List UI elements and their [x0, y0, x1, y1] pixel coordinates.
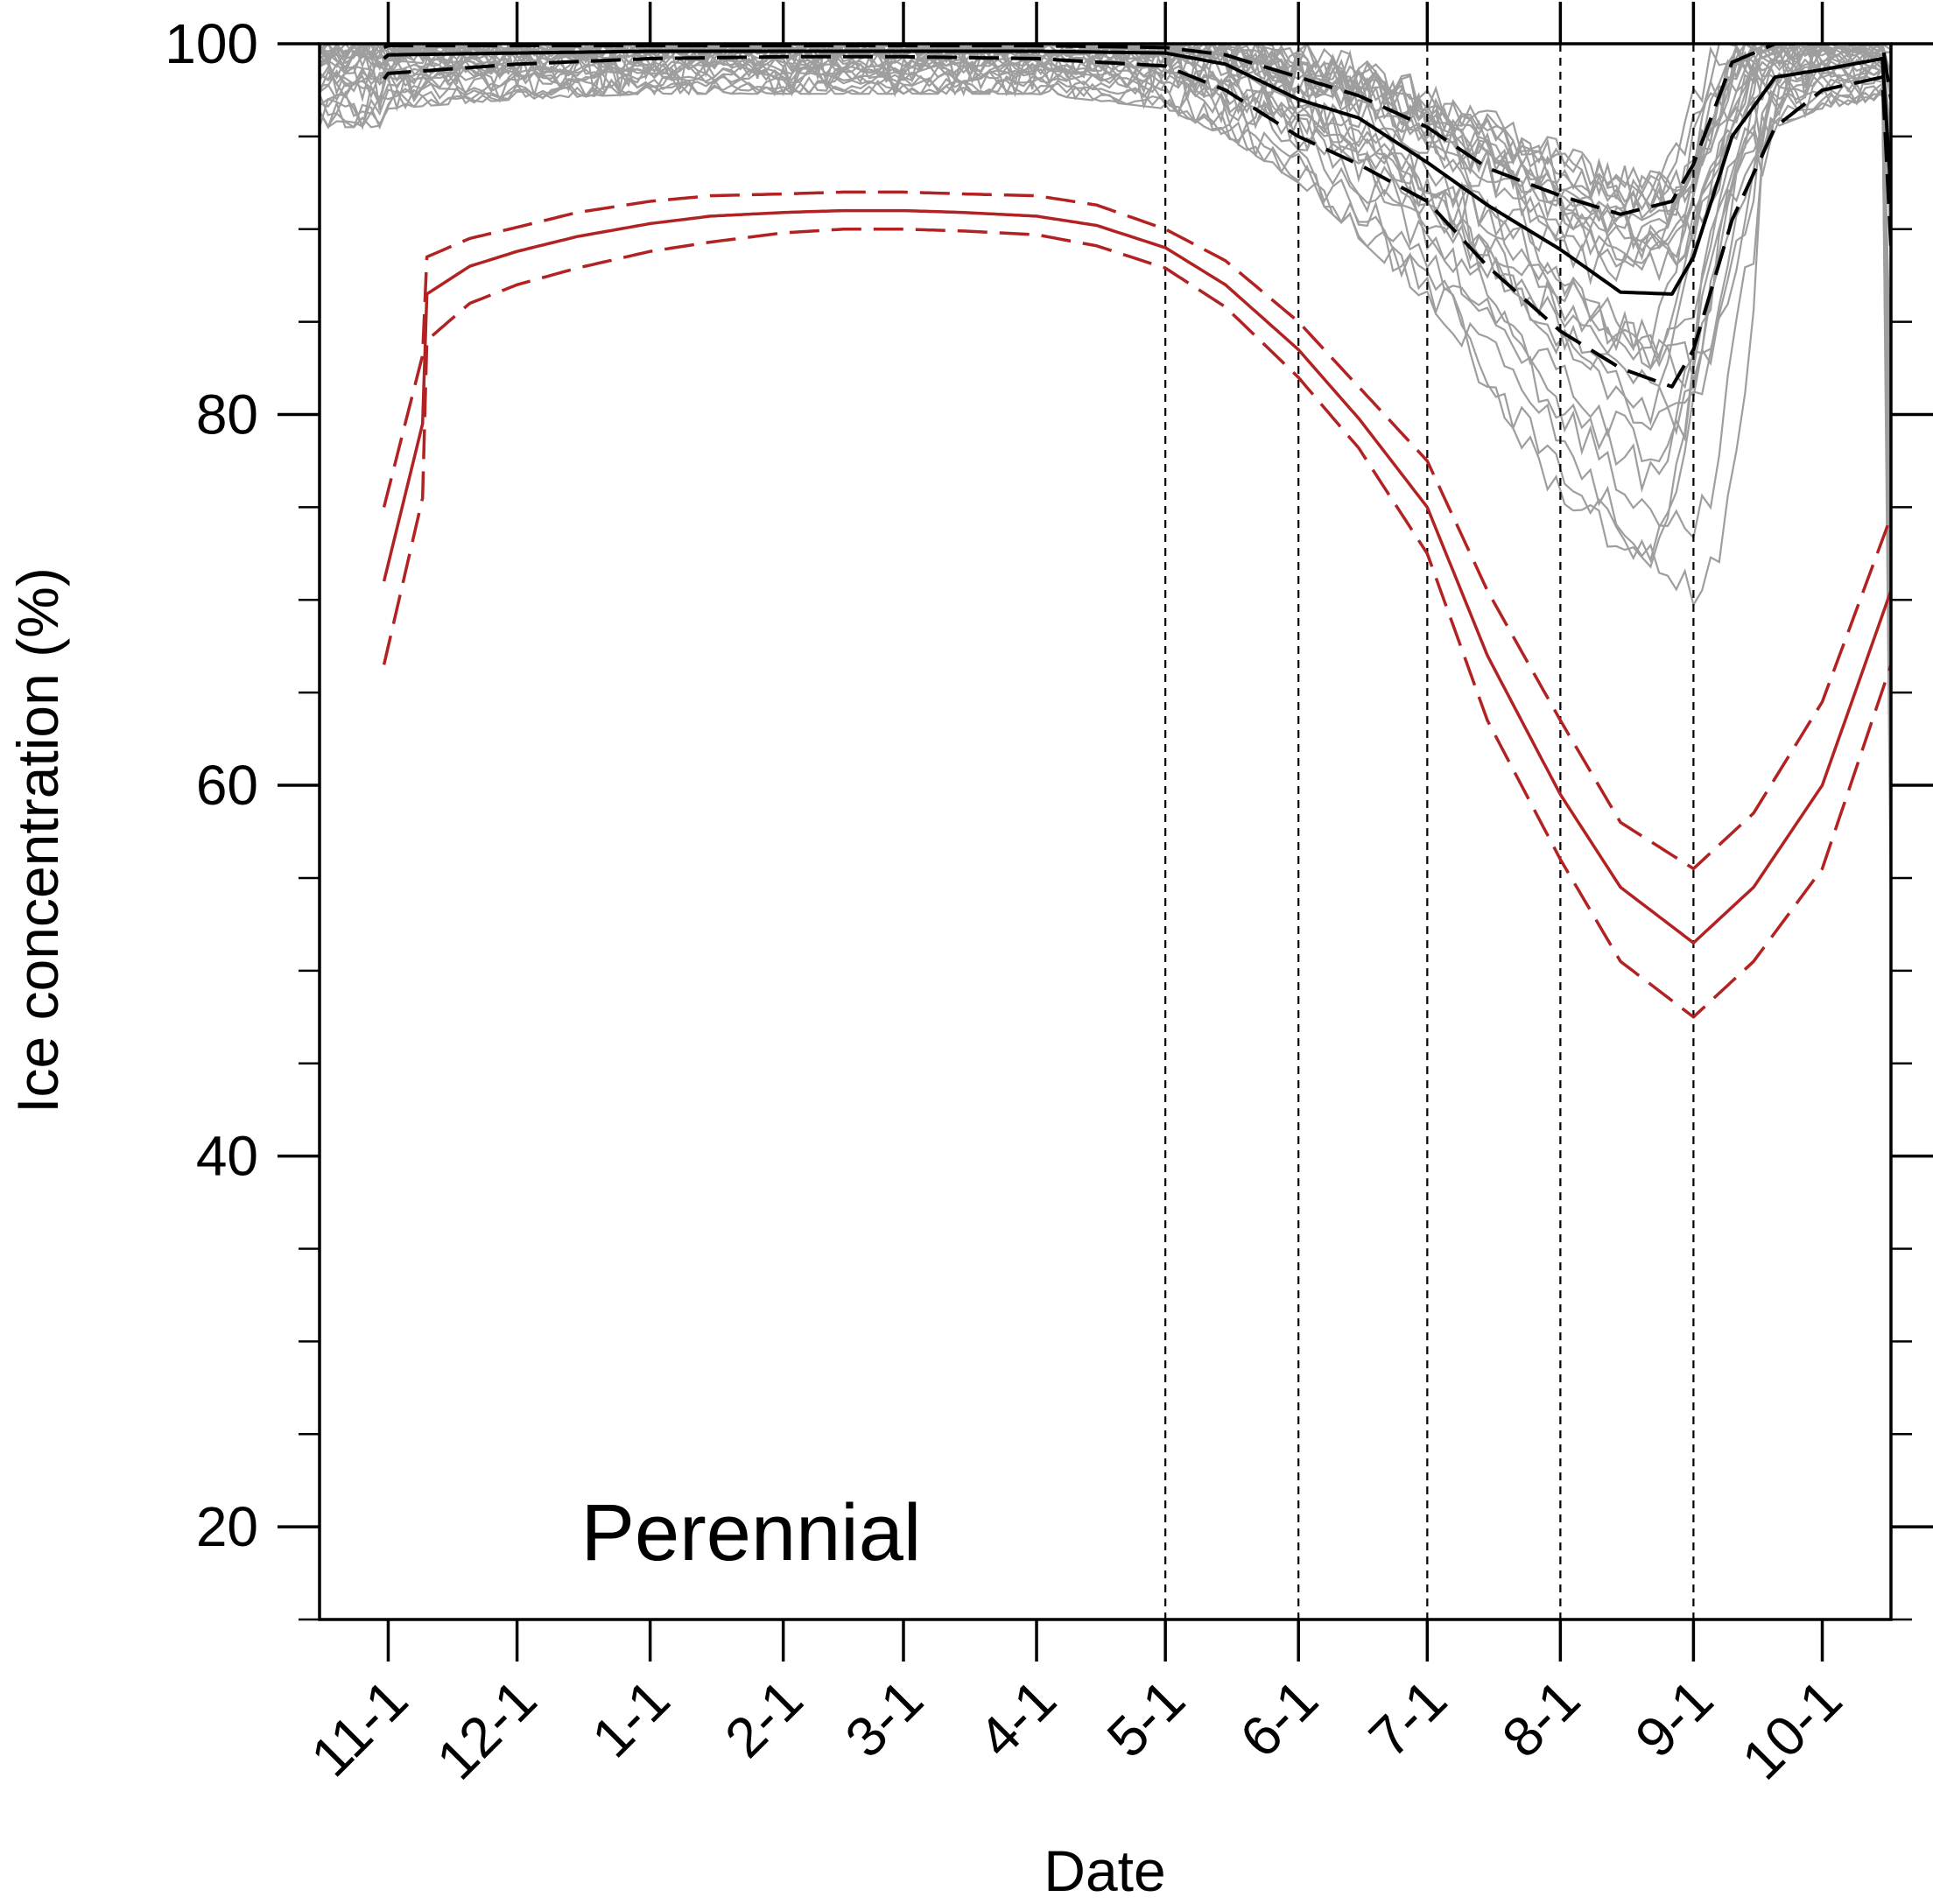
x-tick-label: 8-1 — [1490, 1668, 1592, 1769]
ensemble-member-line — [320, 78, 1891, 838]
y-tick-label: 40 — [196, 1125, 258, 1188]
observed-lower-line — [383, 54, 1891, 389]
y-axis-title: Ice concentration (%) — [5, 567, 70, 1114]
y-tick-label: 20 — [196, 1495, 258, 1558]
y-tick-label: 60 — [196, 754, 258, 817]
ensemble-member-line — [320, 69, 1891, 660]
observed-mean-line — [383, 49, 1891, 296]
plot-frame — [318, 42, 1893, 1621]
ensemble-member-line — [320, 60, 1891, 537]
x-tick-label: 10-1 — [1730, 1668, 1853, 1791]
x-tick-label: 7-1 — [1357, 1668, 1459, 1769]
x-tick-label: 3-1 — [833, 1668, 935, 1769]
series-lines — [382, 44, 1891, 1019]
x-tick-label: 11-1 — [299, 1668, 419, 1788]
model-mean-line — [382, 208, 1891, 945]
model-upper-line — [382, 190, 1891, 871]
ensemble-member-line — [320, 62, 1891, 569]
axes — [278, 2, 1933, 1662]
ensemble-members — [320, 44, 1891, 921]
panel-annotation: Perennial — [581, 1488, 922, 1577]
ensemble-member-line — [320, 44, 1891, 263]
ensemble-member-line — [320, 74, 1891, 788]
ensemble-member-line — [320, 57, 1891, 446]
ensemble-member-line — [320, 83, 1891, 921]
x-tick-label: 9-1 — [1623, 1668, 1725, 1769]
x-tick-label: 4-1 — [966, 1668, 1068, 1769]
ensemble-member-line — [320, 53, 1891, 399]
x-tick-label: 6-1 — [1228, 1668, 1330, 1769]
x-axis-title: Date — [1044, 1838, 1165, 1903]
x-tick-label: 12-1 — [425, 1668, 548, 1791]
model-lower-line — [382, 228, 1891, 1019]
ensemble-member-line — [320, 53, 1891, 379]
y-tick-label: 100 — [165, 12, 258, 75]
x-tick-label: 2-1 — [713, 1668, 814, 1769]
ensemble-member-line — [320, 67, 1891, 611]
vertical-reference-lines — [1164, 44, 1695, 1619]
x-tick-label: 5-1 — [1095, 1668, 1197, 1769]
x-tick-label: 1-1 — [580, 1668, 681, 1769]
y-tick-label: 80 — [196, 383, 258, 446]
